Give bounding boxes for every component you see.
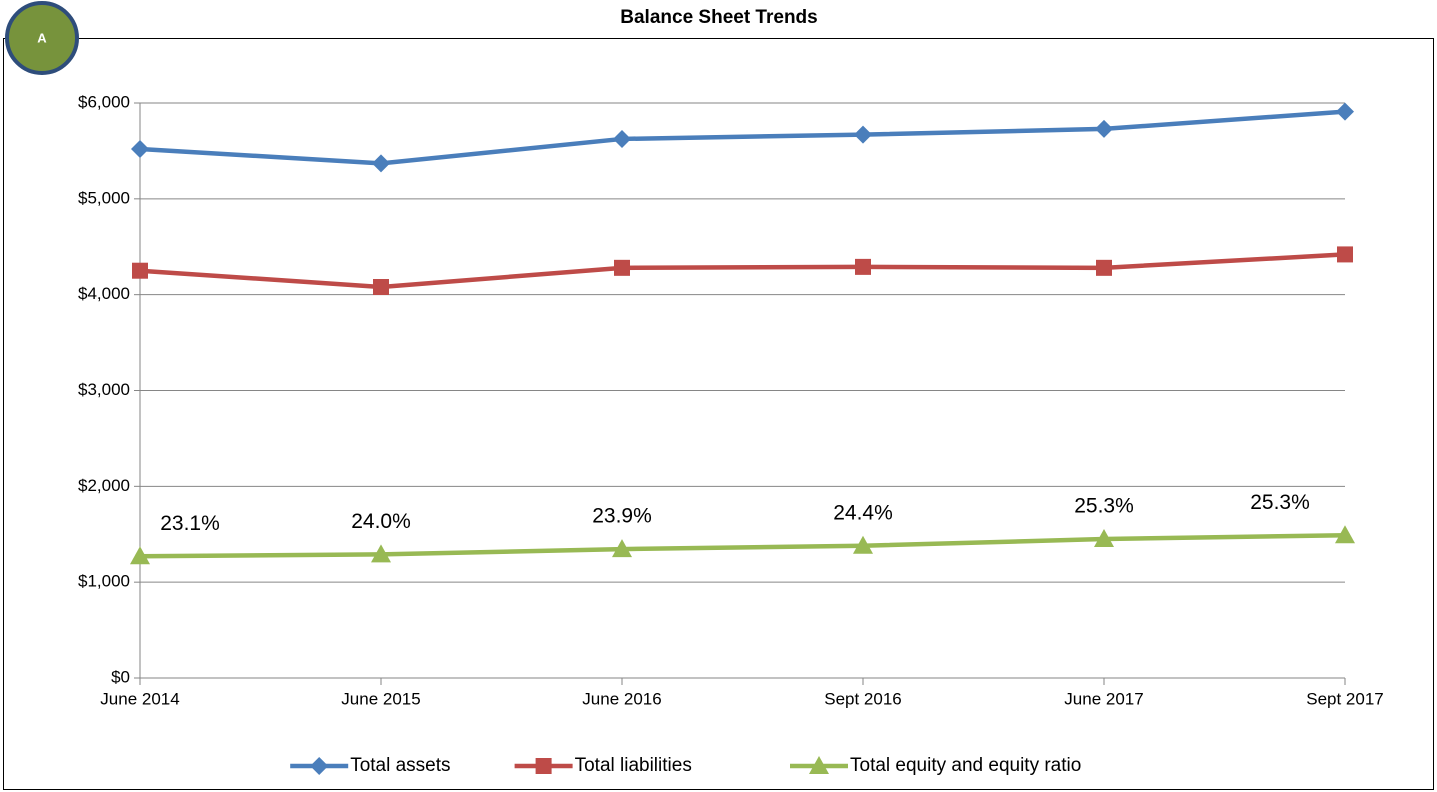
series-line: [139, 109, 1346, 166]
marker: [132, 262, 148, 279]
marker: [1096, 259, 1112, 276]
x-tick-label: June 2015: [341, 689, 420, 708]
x-tick-label: Sept 2017: [1306, 689, 1384, 708]
marker: [372, 154, 390, 173]
y-tick-label: $4,000: [78, 284, 130, 303]
series-line: [139, 252, 1346, 290]
marker: [1336, 102, 1354, 121]
chart-frame: [3, 38, 1434, 790]
marker: [1094, 529, 1114, 548]
marker: [373, 279, 389, 295]
x-tick-label: June 2017: [1064, 689, 1143, 708]
data-label: 25.3%: [1074, 495, 1134, 518]
marker: [1335, 525, 1355, 544]
y-tick-label: $3,000: [78, 380, 130, 399]
marker: [612, 539, 632, 558]
marker: [131, 140, 149, 158]
x-tick-label: June 2014: [100, 689, 179, 708]
marker: [310, 757, 329, 775]
y-tick-label: $6,000: [78, 92, 130, 111]
chart-title: Balance Sheet Trends: [620, 7, 817, 28]
marker: [1095, 119, 1113, 138]
marker: [809, 756, 829, 774]
marker: [613, 129, 631, 148]
badge-label: A: [37, 30, 47, 45]
badge: [5, 1, 79, 75]
y-tick-label: $0: [111, 667, 130, 686]
marker: [371, 544, 391, 563]
x-tick-label: Sept 2016: [824, 689, 902, 708]
marker: [853, 535, 873, 554]
marker: [614, 259, 630, 276]
series-line: [139, 532, 1346, 559]
marker: [130, 546, 150, 565]
marker: [535, 758, 552, 774]
data-label: 24.4%: [833, 501, 893, 524]
marker: [854, 125, 872, 144]
data-label: 25.3%: [1250, 491, 1310, 514]
y-tick-label: $5,000: [78, 188, 130, 207]
data-label: 23.9%: [592, 505, 652, 528]
data-label: 23.1%: [160, 512, 220, 535]
legend-label: Total equity and equity ratio: [850, 755, 1081, 776]
marker: [855, 258, 871, 275]
data-label: 24.0%: [351, 510, 411, 533]
legend-label: Total liabilities: [575, 755, 692, 776]
x-tick-label: June 2016: [582, 689, 661, 708]
y-tick-label: $1,000: [78, 572, 130, 591]
y-tick-label: $2,000: [78, 476, 130, 495]
marker: [1337, 246, 1353, 263]
legend-label: Total assets: [350, 755, 450, 776]
